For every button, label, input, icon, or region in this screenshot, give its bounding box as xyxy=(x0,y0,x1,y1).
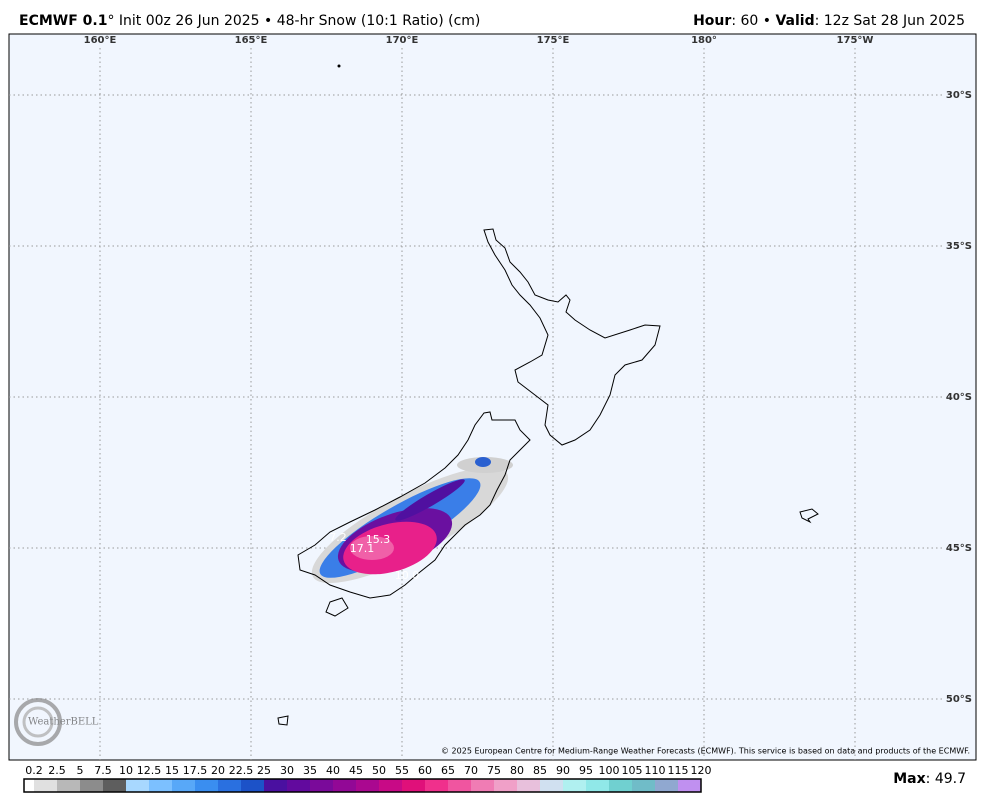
header-right: Hour: 60 • Valid: 12z Sat 28 Jun 2025 xyxy=(693,13,965,29)
colorbar-swatch xyxy=(126,779,149,792)
lon-label: 175°W xyxy=(837,35,874,46)
colorbar-label: 20 xyxy=(211,764,225,777)
colorbar-swatch xyxy=(540,779,563,792)
colorbar-swatch xyxy=(57,779,80,792)
colorbar-label: 25 xyxy=(257,764,271,777)
max-number: 49.7 xyxy=(935,771,966,787)
colorbar-label: 75 xyxy=(487,764,501,777)
colorbar-swatch xyxy=(149,779,172,792)
logo: WeatherBELL xyxy=(14,698,99,746)
point-value: 17.1 xyxy=(350,542,375,555)
colorbar-label: 7.5 xyxy=(94,764,112,777)
colorbar-swatch xyxy=(310,779,333,792)
header-segment: ° Init 00z 26 Jun 2025 • 48-hr Snow (10:… xyxy=(107,13,480,29)
header-left: ECMWF 0.1° Init 00z 26 Jun 2025 • 48-hr … xyxy=(19,13,480,29)
colorbar-label: 105 xyxy=(622,764,643,777)
colorbar-label: 45 xyxy=(349,764,363,777)
colorbar-swatch xyxy=(333,779,356,792)
copyright: © 2025 European Centre for Medium-Range … xyxy=(441,747,970,756)
colorbar-swatch xyxy=(80,779,103,792)
colorbar-swatch xyxy=(218,779,241,792)
colorbar-swatch xyxy=(34,779,57,792)
colorbar-label: 2.5 xyxy=(48,764,66,777)
colorbar-label: 120 xyxy=(691,764,712,777)
header-segment: ECMWF 0.1 xyxy=(19,13,107,29)
lon-label: 180° xyxy=(691,35,717,46)
colorbar-swatch xyxy=(287,779,310,792)
graticule: 160°E 165°E 170°E 175°E 180° 175°W 30°S 35°S 40°… xyxy=(9,35,972,760)
colorbar-swatch xyxy=(241,779,264,792)
colorbar-label: 95 xyxy=(579,764,593,777)
colorbar-swatch xyxy=(678,779,701,792)
colorbar-label: 5 xyxy=(77,764,84,777)
header-segment: : 60 • xyxy=(731,13,775,29)
lat-label: 30°S xyxy=(946,90,972,101)
colorbar-swatch xyxy=(609,779,632,792)
colorbar-label: 80 xyxy=(510,764,524,777)
colorbar-label: 50 xyxy=(372,764,386,777)
colorbar-swatch xyxy=(586,779,609,792)
colorbar-swatch xyxy=(379,779,402,792)
colorbar-swatch xyxy=(195,779,218,792)
header-segment: Hour xyxy=(693,13,731,29)
point-value: 7.2 xyxy=(329,531,347,544)
coastline xyxy=(277,64,819,726)
lon-label: 165°E xyxy=(235,35,268,46)
colorbar-label: 100 xyxy=(599,764,620,777)
lon-label: 170°E xyxy=(386,35,419,46)
colorbar-swatch xyxy=(103,779,126,792)
point-value: 10.0 xyxy=(395,569,420,582)
max-value: Max: 49.7 xyxy=(893,771,966,787)
lon-label: 160°E xyxy=(84,35,117,46)
colorbar-swatch xyxy=(356,779,379,792)
colorbar-label: 110 xyxy=(645,764,666,777)
colorbar-swatch xyxy=(448,779,471,792)
colorbar-label: 55 xyxy=(395,764,409,777)
colorbar-label: 17.5 xyxy=(183,764,208,777)
colorbar-label: 60 xyxy=(418,764,432,777)
point-values: 15.317.17.2 10.0 xyxy=(329,531,419,582)
colorbar-swatch xyxy=(425,779,448,792)
colorbar-label: 40 xyxy=(326,764,340,777)
logo-text: WeatherBELL xyxy=(28,717,99,728)
max-label: Max xyxy=(893,771,925,787)
colorbar-label: 90 xyxy=(556,764,570,777)
colorbar-swatch xyxy=(471,779,494,792)
colorbar-swatch xyxy=(264,779,287,792)
header-segment: Valid xyxy=(775,13,814,29)
colorbar-label: 70 xyxy=(464,764,478,777)
colorbar-swatch xyxy=(24,779,34,792)
colorbar-label: 30 xyxy=(280,764,294,777)
lat-label: 40°S xyxy=(946,392,972,403)
colorbar-swatch xyxy=(563,779,586,792)
colorbar-swatch xyxy=(402,779,425,792)
max-sep: : xyxy=(926,771,935,787)
lat-label: 45°S xyxy=(946,543,972,554)
colorbar-swatch xyxy=(517,779,540,792)
lat-label: 35°S xyxy=(946,241,972,252)
lat-label: 50°S xyxy=(946,694,972,705)
colorbar-label: 0.2 xyxy=(25,764,43,777)
colorbar-label: 35 xyxy=(303,764,317,777)
colorbar-label: 85 xyxy=(533,764,547,777)
colorbar-swatch xyxy=(632,779,655,792)
point-value: 15.3 xyxy=(366,533,391,546)
colorbar-label: 12.5 xyxy=(137,764,162,777)
colorbar-border xyxy=(23,778,702,793)
colorbar-swatch xyxy=(172,779,195,792)
header-segment: : 12z Sat 28 Jun 2025 xyxy=(815,13,965,29)
colorbar-label: 65 xyxy=(441,764,455,777)
snow-field xyxy=(311,457,513,584)
colorbar: 0.2 2.5 5 7.5 10 12.5 15 17.5 20 22.5 25 30 35 40 45 50… xyxy=(23,764,712,793)
colorbar-label: 10 xyxy=(119,764,133,777)
colorbar-label: 22.5 xyxy=(229,764,254,777)
colorbar-label: 15 xyxy=(165,764,179,777)
colorbar-swatch xyxy=(655,779,678,792)
colorbar-swatch xyxy=(494,779,517,792)
lon-label: 175°E xyxy=(537,35,570,46)
colorbar-label: 115 xyxy=(668,764,689,777)
